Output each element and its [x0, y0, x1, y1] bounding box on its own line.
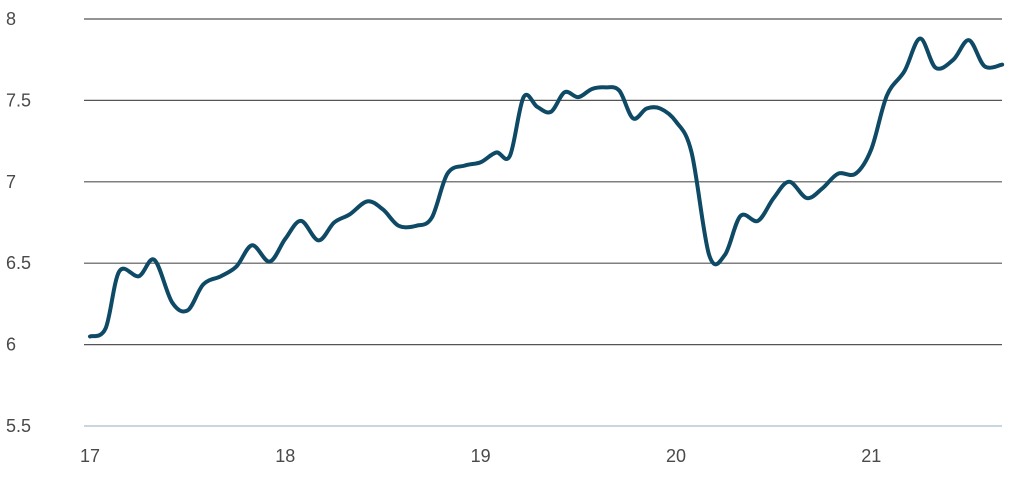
x-tick-label: 21 [861, 446, 881, 466]
x-axis-tick-labels: 17 18 19 20 21 [80, 446, 881, 466]
y-tick-label: 6.5 [6, 253, 31, 273]
series-lines [88, 36, 1005, 339]
x-tick-label: 20 [666, 446, 686, 466]
y-tick-label: 7.5 [6, 90, 31, 110]
series-line-0 [88, 36, 1005, 339]
x-tick-label: 17 [80, 446, 100, 466]
y-tick-label: 6 [6, 335, 16, 355]
gridlines [84, 18, 1002, 427]
y-tick-label: 5.5 [6, 416, 31, 436]
y-tick-label: 8 [6, 9, 16, 29]
x-tick-label: 18 [275, 446, 295, 466]
y-axis-tick-labels: 5.5 6 6.5 7 7.5 8 [6, 9, 31, 436]
x-tick-label: 19 [471, 446, 491, 466]
y-tick-label: 7 [6, 172, 16, 192]
